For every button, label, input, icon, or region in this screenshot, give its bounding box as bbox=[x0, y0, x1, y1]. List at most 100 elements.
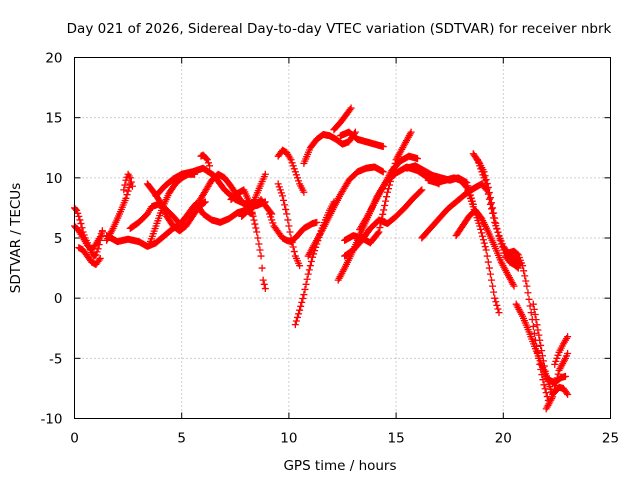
data-point bbox=[482, 246, 490, 254]
data-point bbox=[376, 224, 384, 232]
data-point bbox=[385, 181, 393, 189]
x-tick-label: 10 bbox=[280, 431, 297, 447]
data-point bbox=[540, 362, 548, 370]
data-point bbox=[292, 317, 300, 325]
data-point bbox=[76, 216, 84, 224]
data-point bbox=[533, 321, 541, 329]
y-tick-label: 10 bbox=[45, 171, 62, 187]
data-point bbox=[490, 214, 498, 222]
data-point bbox=[479, 236, 487, 244]
data-point bbox=[75, 212, 83, 220]
data-point bbox=[124, 187, 132, 195]
data-point bbox=[564, 350, 572, 358]
data-point bbox=[96, 254, 104, 262]
data-point bbox=[478, 229, 486, 237]
data-point bbox=[519, 262, 527, 270]
data-point bbox=[407, 128, 415, 136]
data-point bbox=[98, 227, 106, 235]
data-point bbox=[538, 347, 546, 355]
data-point bbox=[249, 212, 257, 220]
data-point bbox=[486, 200, 494, 208]
data-point bbox=[92, 251, 100, 259]
data-point bbox=[261, 285, 269, 293]
data-point bbox=[240, 200, 248, 208]
data-point bbox=[290, 248, 298, 256]
data-point bbox=[553, 374, 561, 382]
data-point bbox=[125, 183, 133, 191]
data-point bbox=[269, 219, 277, 227]
data-point bbox=[292, 171, 300, 179]
data-point bbox=[278, 192, 286, 200]
data-point bbox=[384, 188, 392, 196]
data-point bbox=[488, 199, 496, 207]
data-point bbox=[495, 309, 503, 317]
data-point bbox=[379, 143, 387, 151]
data-point bbox=[274, 180, 282, 188]
data-point bbox=[304, 270, 312, 278]
data-point bbox=[290, 165, 298, 173]
data-point bbox=[285, 222, 293, 230]
data-point bbox=[542, 389, 550, 397]
data-point bbox=[255, 240, 263, 248]
data-point bbox=[96, 233, 104, 241]
data-point bbox=[563, 389, 571, 397]
data-point bbox=[478, 168, 486, 176]
data-point bbox=[510, 282, 518, 290]
data-point bbox=[554, 351, 562, 359]
data-point bbox=[486, 270, 494, 278]
y-tick-label: 5 bbox=[54, 231, 63, 247]
data-point bbox=[524, 289, 532, 297]
data-point bbox=[493, 301, 501, 309]
data-point bbox=[97, 230, 105, 238]
data-point bbox=[384, 185, 392, 193]
data-point bbox=[120, 186, 128, 194]
data-point bbox=[296, 306, 304, 314]
data-point bbox=[275, 183, 283, 191]
data-point bbox=[259, 276, 267, 284]
data-point bbox=[536, 336, 544, 344]
data-point bbox=[489, 209, 497, 217]
data-point bbox=[257, 252, 265, 260]
data-point bbox=[564, 390, 572, 398]
data-point bbox=[527, 309, 535, 317]
series-arc-ac bbox=[341, 186, 426, 260]
data-point bbox=[276, 186, 284, 194]
data-point bbox=[299, 294, 307, 302]
data-point bbox=[250, 197, 258, 205]
series-arc-a bbox=[71, 204, 106, 260]
data-point bbox=[474, 156, 482, 164]
data-point bbox=[417, 187, 425, 195]
series-arc-t bbox=[266, 210, 321, 246]
data-point bbox=[258, 264, 266, 272]
tick-labels: 0 5 10 15 20 25 -10 -5 0 5 10 15 20 bbox=[40, 51, 619, 447]
data-point bbox=[525, 295, 533, 303]
data-point bbox=[484, 190, 492, 198]
data-point bbox=[551, 360, 559, 368]
data-point bbox=[295, 310, 303, 318]
data-point bbox=[535, 331, 543, 339]
data-point bbox=[522, 277, 530, 285]
data-point bbox=[483, 252, 491, 260]
data-point bbox=[268, 216, 276, 224]
data-point bbox=[305, 266, 313, 274]
data-point bbox=[126, 174, 134, 182]
data-point bbox=[534, 326, 542, 334]
data-point bbox=[313, 218, 321, 226]
data-point bbox=[267, 213, 275, 221]
data-point bbox=[521, 272, 529, 280]
data-point bbox=[513, 250, 521, 258]
data-point bbox=[553, 354, 561, 362]
chart-title: Day 021 of 2026, Sidereal Day-to-day VTE… bbox=[67, 21, 612, 37]
data-point bbox=[541, 367, 549, 375]
data-point bbox=[291, 321, 299, 329]
data-point bbox=[482, 180, 490, 188]
x-axis-label: GPS time / hours bbox=[283, 458, 396, 474]
series-arc-al bbox=[529, 300, 572, 398]
data-point bbox=[302, 280, 310, 288]
data-point bbox=[77, 220, 85, 228]
data-point bbox=[480, 174, 488, 182]
data-point bbox=[490, 288, 498, 296]
data-point bbox=[296, 262, 304, 270]
series-arc-ai bbox=[452, 206, 518, 290]
